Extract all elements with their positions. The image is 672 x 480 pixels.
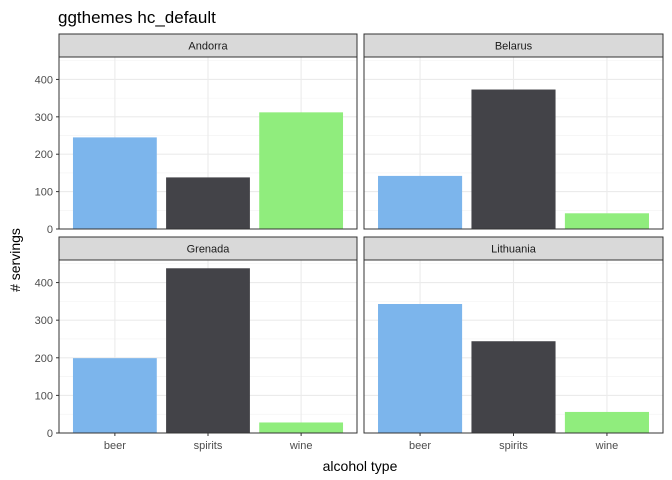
facet-label-andorra: Andorra xyxy=(188,41,228,53)
y-tick-label: 200 xyxy=(35,149,53,161)
x-tick-label-wine: wine xyxy=(289,440,313,452)
y-tick-label: 300 xyxy=(35,315,53,327)
x-tick-label-beer: beer xyxy=(104,440,126,452)
y-axis-label: # servings xyxy=(7,228,23,292)
bar-grenada-beer xyxy=(72,358,157,433)
y-tick-label: 200 xyxy=(35,353,53,365)
x-tick-label-beer: beer xyxy=(409,440,431,452)
bar-lithuania-spirits xyxy=(471,341,556,433)
x-tick-label-spirits: spirits xyxy=(194,440,223,452)
bar-lithuania-wine xyxy=(564,411,649,433)
y-tick-label: 300 xyxy=(35,112,53,124)
bar-grenada-spirits xyxy=(166,268,250,433)
x-tick-label-spirits: spirits xyxy=(499,440,528,452)
y-tick-label: 100 xyxy=(35,390,53,402)
y-tick-label: 0 xyxy=(47,224,53,236)
y-tick-label: 400 xyxy=(35,278,53,290)
panel-border-andorra xyxy=(58,56,358,230)
facet-label-belarus: Belarus xyxy=(495,41,533,53)
bar-grenada-wine xyxy=(259,422,344,433)
bar-andorra-wine xyxy=(259,112,344,229)
facet-panels: Andorra 0 100 200 300 400 Belarus Grenada 0 100 20… xyxy=(35,33,664,452)
y-tick-label: 100 xyxy=(35,187,53,199)
bar-lithuania-beer xyxy=(378,304,463,433)
y-tick-label: 400 xyxy=(35,74,53,86)
x-tick-label-wine: wine xyxy=(595,440,619,452)
facet-label-lithuania: Lithuania xyxy=(491,244,537,256)
x-axis-label: alcohol type xyxy=(323,458,398,474)
bar-belarus-beer xyxy=(378,175,463,229)
facet-label-grenada: Grenada xyxy=(187,244,231,256)
bar-andorra-spirits xyxy=(166,177,250,229)
bar-belarus-wine xyxy=(564,213,649,229)
panel-border-belarus xyxy=(363,56,664,230)
y-tick-label: 0 xyxy=(47,428,53,440)
bar-belarus-spirits xyxy=(471,89,556,230)
bar-andorra-beer xyxy=(72,137,157,229)
chart-title: ggthemes hc_default xyxy=(58,8,216,27)
